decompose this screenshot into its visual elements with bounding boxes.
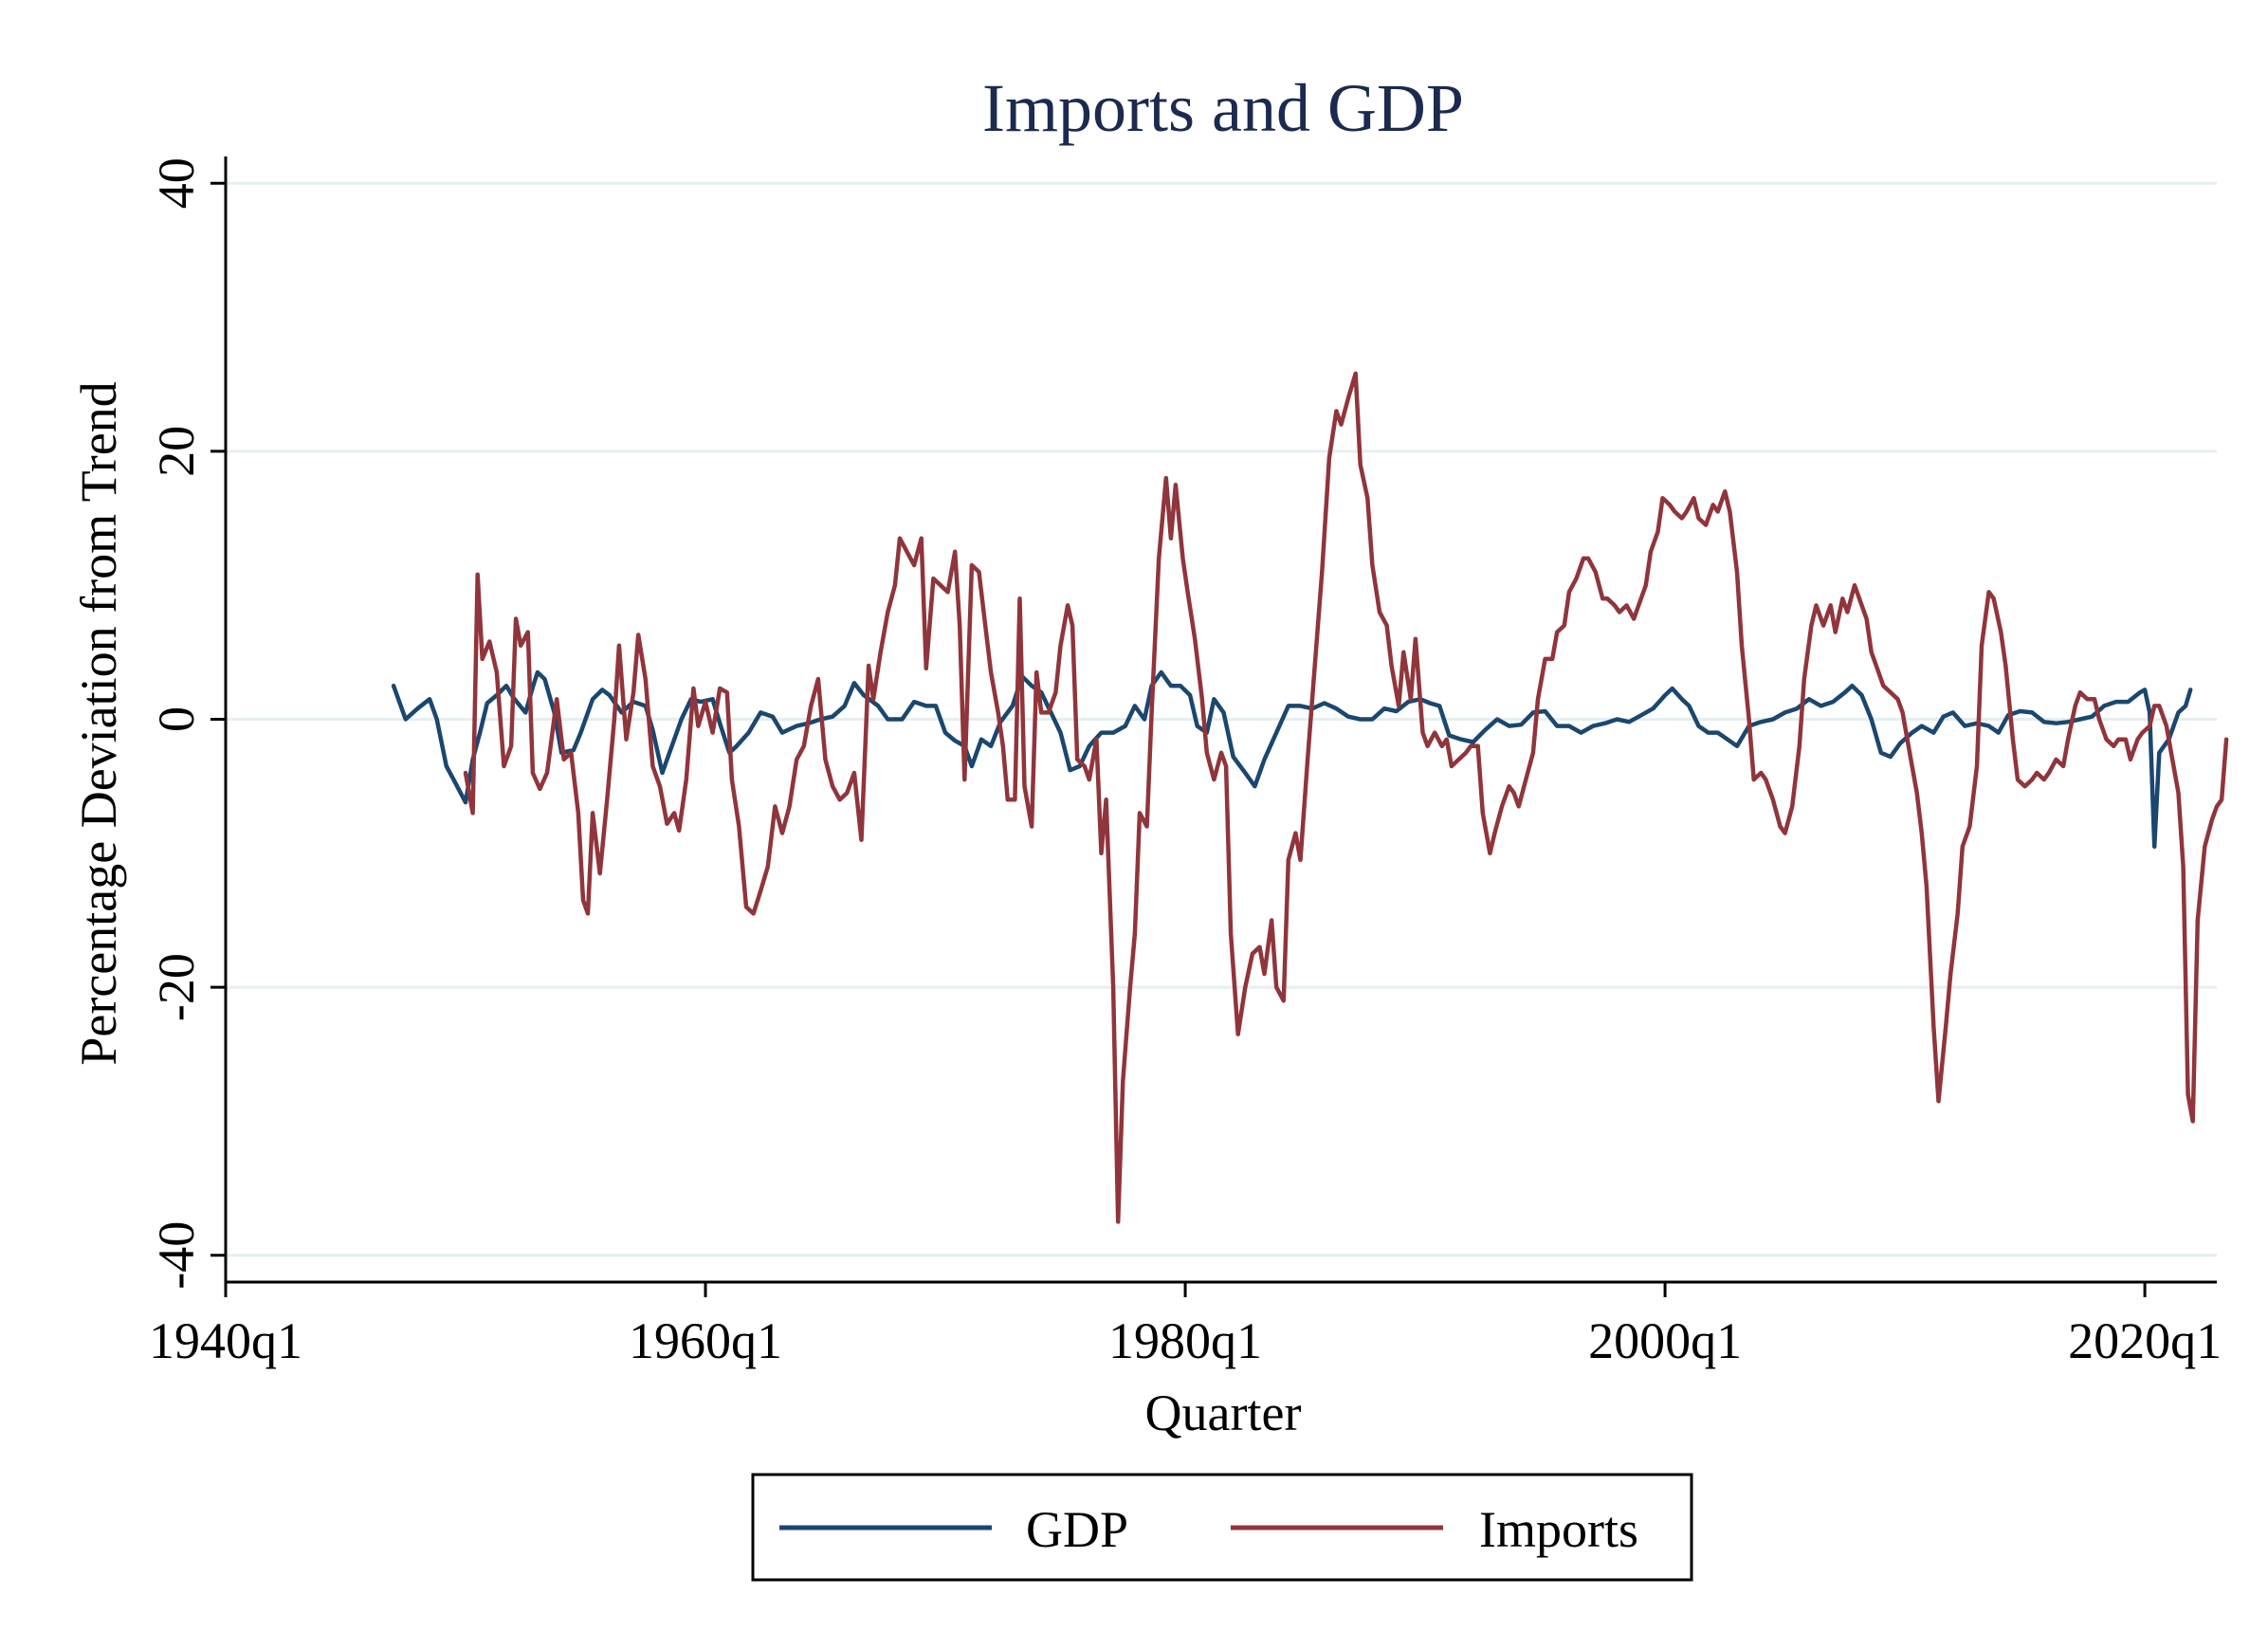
y-axis-title: Percentage Deviation from Trend <box>70 381 127 1065</box>
y-tick-label: -40 <box>148 1221 205 1290</box>
y-tick-label: 0 <box>148 706 205 732</box>
legend-label-imports: Imports <box>1479 1501 1638 1558</box>
series-line-imports <box>463 371 2229 1224</box>
x-axis-title: Quarter <box>1145 1384 1302 1441</box>
y-tick-label: 40 <box>148 157 205 209</box>
series-line-gdp <box>391 669 2193 849</box>
legend-label-gdp: GDP <box>1026 1501 1128 1558</box>
y-tick-label: 20 <box>148 426 205 477</box>
x-tick-label: 2000q1 <box>1588 1312 1742 1369</box>
chart-title: Imports and GDP <box>982 70 1464 146</box>
x-tick-label: 2020q1 <box>2068 1312 2222 1369</box>
x-tick-label: 1980q1 <box>1108 1312 1262 1369</box>
y-tick-label: -20 <box>148 953 205 1021</box>
series-lines <box>391 371 2229 1224</box>
x-tick-label: 1940q1 <box>149 1312 302 1369</box>
legend: GDP Imports <box>751 1473 1693 1582</box>
axes: -40 -20 0 20 40 1940q1 1960q1 1980q1 2000q1 2020q… <box>148 156 2222 1369</box>
x-tick-label: 1960q1 <box>629 1312 782 1369</box>
